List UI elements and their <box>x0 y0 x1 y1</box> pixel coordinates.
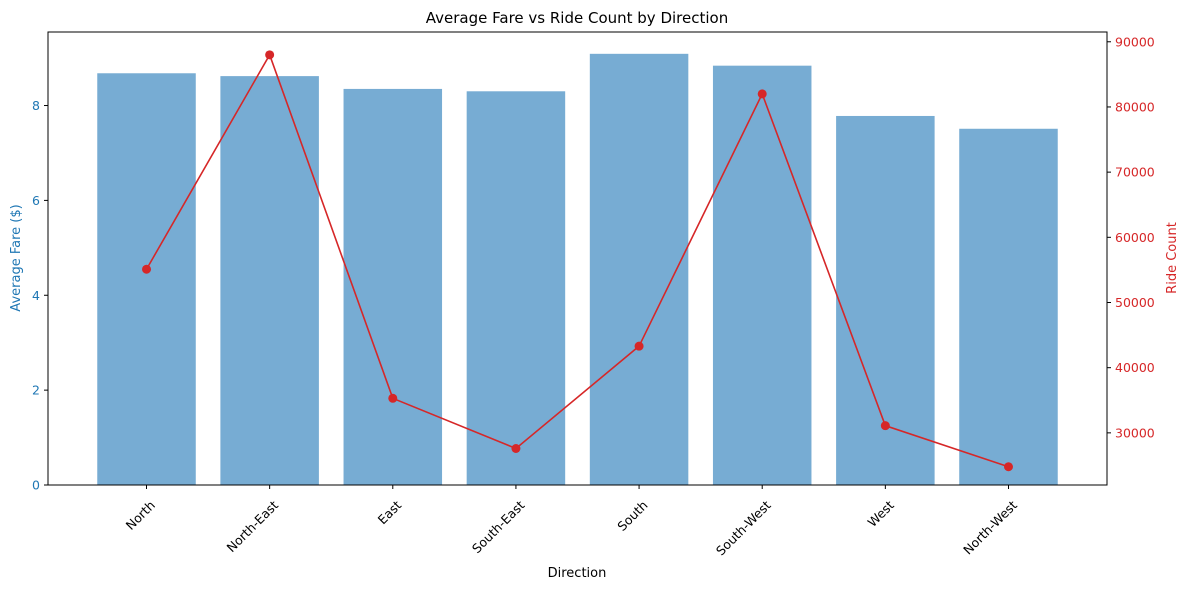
bar-north-east <box>220 76 319 485</box>
x-tick-label: South <box>614 498 650 534</box>
ride-count-point-south-east <box>511 443 521 453</box>
x-tick-label: West <box>865 497 897 529</box>
left-y-tick-label: 8 <box>32 98 40 113</box>
right-y-tick-label: 30000 <box>1115 425 1155 440</box>
ride-count-point-north <box>142 264 152 274</box>
ride-count-point-north-east <box>265 50 275 60</box>
x-tick-label: South-East <box>469 497 528 556</box>
ride-count-line <box>145 52 1009 468</box>
plot-frame <box>47 31 1108 486</box>
right-y-tick-label: 80000 <box>1115 99 1155 114</box>
chart-title: Average Fare vs Ride Count by Direction <box>426 9 728 27</box>
right-y-tick-label: 90000 <box>1115 34 1155 49</box>
x-tick-label: North <box>123 498 158 533</box>
x-tick-label: South-West <box>713 497 774 558</box>
right-y-axis-label: Ride Count <box>1165 222 1180 294</box>
x-axis: North North-East East South-East South South-… <box>123 485 1020 558</box>
bar-south-east <box>466 91 566 486</box>
x-tick-label: East <box>375 497 405 527</box>
right-y-axis: 30000 40000 50000 60000 70000 80000 90000 <box>1107 34 1155 440</box>
right-y-tick-label: 60000 <box>1115 230 1155 245</box>
x-axis-label: Direction <box>548 566 607 581</box>
ride-count-series <box>142 50 1013 472</box>
ride-count-point-east <box>388 393 398 403</box>
ride-count-point-south <box>634 341 644 351</box>
bar-series <box>97 53 1058 486</box>
left-y-tick-label: 0 <box>32 478 40 493</box>
left-y-tick-label: 6 <box>32 193 40 208</box>
left-y-axis: 0 2 4 6 8 <box>32 98 48 493</box>
left-y-tick-label: 2 <box>32 383 40 398</box>
x-tick-label: North-West <box>960 497 1020 557</box>
left-y-tick-label: 4 <box>32 288 40 303</box>
bar-north <box>97 73 196 485</box>
bar-east <box>343 88 443 486</box>
x-tick-label: North-East <box>224 497 282 555</box>
right-y-tick-label: 50000 <box>1115 295 1155 310</box>
right-y-tick-label: 70000 <box>1115 165 1155 180</box>
bar-north-west <box>959 128 1058 486</box>
ride-count-point-south-west <box>757 89 767 99</box>
left-y-axis-label: Average Fare ($) <box>9 204 24 311</box>
bar-south <box>589 53 689 486</box>
ride-count-point-west <box>880 421 890 431</box>
right-y-tick-label: 40000 <box>1115 360 1155 375</box>
bar-south-west <box>712 65 812 486</box>
ride-count-point-north-west <box>1003 462 1013 472</box>
